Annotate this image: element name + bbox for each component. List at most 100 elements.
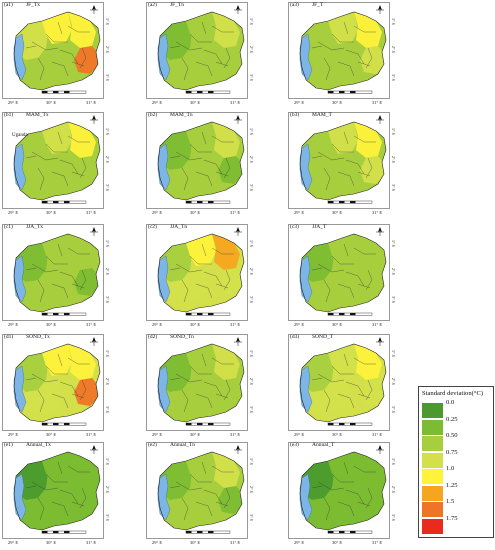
map-frame bbox=[288, 442, 390, 539]
y-tick-label: 3° S bbox=[391, 184, 396, 191]
x-tick-label: 30° E bbox=[190, 100, 201, 105]
scale-bar bbox=[41, 90, 87, 94]
y-tick-label: 2° S bbox=[391, 486, 396, 493]
map-svg bbox=[2, 334, 104, 431]
sd-zone bbox=[302, 461, 334, 500]
district-boundary bbox=[169, 45, 181, 49]
sd-zone bbox=[306, 380, 352, 414]
sd-zone bbox=[354, 12, 382, 48]
legend: Standard deviation(°C) 0.0 0.25 0.50 0.75 1.… bbox=[418, 386, 494, 538]
sd-zone bbox=[20, 380, 66, 414]
x-tick-label: 31° E bbox=[86, 432, 97, 437]
x-tick-label: 31° E bbox=[372, 540, 383, 545]
district-boundary bbox=[57, 131, 63, 145]
district-boundary bbox=[175, 263, 203, 273]
sd-zone bbox=[328, 122, 358, 154]
sd-zone bbox=[306, 48, 352, 82]
x-tick-label: 30° E bbox=[46, 100, 57, 105]
legend-label: 1.75 bbox=[446, 514, 458, 522]
x-tick-label: 30° E bbox=[332, 540, 343, 545]
map-frame bbox=[2, 2, 104, 99]
district-boundary bbox=[337, 393, 355, 409]
district-boundary bbox=[311, 485, 323, 489]
district-boundary bbox=[203, 271, 223, 287]
district-boundary bbox=[357, 283, 371, 289]
district-boundary bbox=[337, 283, 355, 299]
map-panel: (d1) SOND_Tx 29° E 30° E 31° E 1° S 2° S 3° S bbox=[2, 334, 114, 437]
x-tick-label: 31° E bbox=[372, 210, 383, 215]
y-tick-label: 1° S bbox=[249, 128, 254, 135]
y-tick-label: 2° S bbox=[105, 378, 110, 385]
sd-zone bbox=[218, 46, 243, 74]
district-boundary bbox=[37, 389, 45, 413]
country-outline bbox=[13, 233, 101, 313]
district-boundary bbox=[203, 381, 223, 397]
district-boundary bbox=[67, 247, 90, 255]
district-boundary bbox=[201, 353, 207, 367]
north-arrow-icon bbox=[376, 445, 384, 454]
scale-bar bbox=[41, 312, 87, 316]
sd-zone bbox=[218, 378, 243, 406]
y-tick-label: 1° S bbox=[391, 458, 396, 465]
panel-label: (d3) bbox=[290, 334, 300, 340]
panel-label: (e3) bbox=[290, 442, 299, 448]
district-boundary bbox=[31, 151, 59, 161]
sd-zone bbox=[20, 488, 66, 522]
district-boundary bbox=[343, 21, 349, 35]
map-panel: (a2) JF_Tn 29° E 30° E 31° E 1° S 2° S 3° S bbox=[146, 2, 258, 105]
x-tick-label: 29° E bbox=[294, 432, 305, 437]
north-arrow-icon bbox=[376, 115, 384, 124]
district-boundary bbox=[31, 263, 59, 273]
district-boundary bbox=[181, 389, 189, 413]
map-panel: (e1) Annual_Tx 29° E 30° E 31° E 1° S 2° S 3° S bbox=[2, 442, 114, 545]
map-panel: (b1) MAM_Tx Uganda 29° E 30° E 31° E 1° S 2° S 3… bbox=[2, 112, 114, 215]
map-svg bbox=[2, 112, 104, 209]
district-boundary bbox=[201, 461, 207, 475]
y-tick-label: 1° S bbox=[391, 350, 396, 357]
sd-zone bbox=[160, 21, 192, 60]
district-boundary bbox=[223, 379, 231, 401]
x-tick-label: 29° E bbox=[152, 100, 163, 105]
sd-zone bbox=[328, 452, 358, 484]
map-panel: (c3) JJA_T 29° E 30° E 31° E 1° S 2° S 3° S bbox=[288, 224, 400, 327]
north-arrow-icon bbox=[90, 115, 98, 124]
scale-bar bbox=[185, 422, 231, 426]
legend-swatch bbox=[422, 419, 443, 435]
district-boundary bbox=[331, 473, 354, 483]
sd-zone bbox=[16, 243, 48, 282]
district-boundary bbox=[317, 373, 345, 383]
panel-label: (a3) bbox=[290, 2, 299, 8]
district-boundary bbox=[323, 167, 331, 191]
x-tick-label: 30° E bbox=[46, 210, 57, 215]
panel-label: (e1) bbox=[4, 442, 13, 448]
district-boundary bbox=[67, 25, 90, 33]
scale-bar bbox=[327, 530, 373, 534]
sd-zone bbox=[212, 234, 240, 270]
map-panel: (b2) MAM_Tn 29° E 30° E 31° E 1° S 2° S 3° S bbox=[146, 112, 258, 215]
district-boundary bbox=[169, 267, 181, 271]
panel-title: JF_T bbox=[312, 2, 324, 8]
scale-bar bbox=[185, 530, 231, 534]
district-boundary bbox=[57, 353, 63, 367]
district-boundary bbox=[79, 157, 87, 179]
sd-zone bbox=[360, 46, 385, 74]
map-panel: (a3) JF_T 29° E 30° E 31° E 1° S 2° S 3° S bbox=[288, 2, 400, 105]
sd-zone bbox=[68, 234, 96, 270]
district-boundary bbox=[175, 481, 203, 491]
sd-zone bbox=[186, 12, 216, 44]
country-outline bbox=[157, 233, 245, 313]
panel-title: Annual_Tx bbox=[26, 442, 52, 448]
panel-label: (c2) bbox=[148, 224, 157, 230]
sd-zone bbox=[74, 378, 99, 406]
y-tick-label: 1° S bbox=[249, 240, 254, 247]
district-boundary bbox=[317, 151, 345, 161]
x-tick-label: 29° E bbox=[8, 100, 19, 105]
map-frame bbox=[146, 224, 248, 321]
panel-title: Annual_T bbox=[312, 442, 335, 448]
legend-label: 0.25 bbox=[446, 415, 458, 423]
north-arrow-icon bbox=[234, 115, 242, 124]
sd-zone bbox=[20, 270, 66, 304]
sd-zone bbox=[212, 122, 240, 158]
legend-label: 0.75 bbox=[446, 448, 458, 456]
sd-zone bbox=[360, 268, 385, 296]
